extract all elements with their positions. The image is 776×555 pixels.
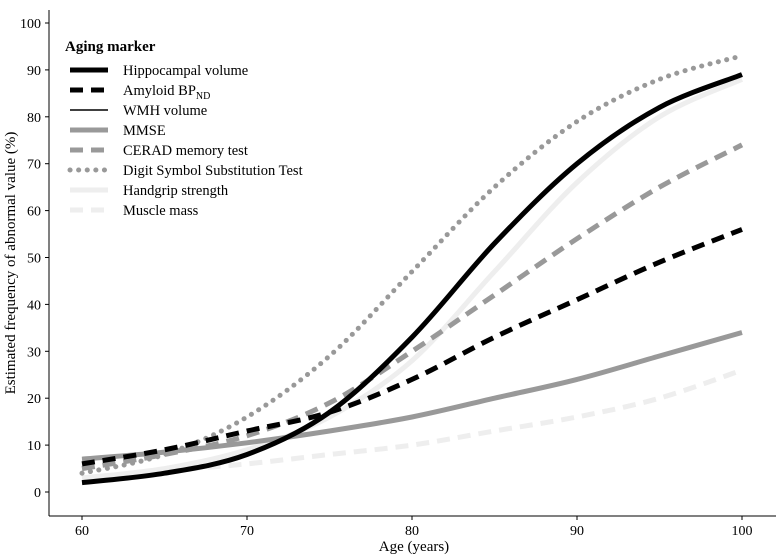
legend: Aging marker Hippocampal volume Amyloid B… <box>65 39 303 219</box>
series-line-digit-symbol-substitution-test <box>79 53 745 476</box>
series-line-mmse <box>81 330 743 462</box>
x-tick-label: 60 <box>75 524 89 539</box>
series-line-cerad-memory-test <box>81 142 744 472</box>
x-tick-label: 100 <box>732 524 753 539</box>
y-tick-label: 50 <box>27 252 41 267</box>
series-line-amyloid-bp <box>81 227 743 467</box>
y-tick-label: 20 <box>27 392 41 407</box>
legend-label: WMH volume <box>123 103 207 119</box>
x-tick-label: 90 <box>570 524 584 539</box>
series-line-wmh-volume <box>81 73 743 484</box>
legend-label: Digit Symbol Substitution Test <box>123 163 303 179</box>
y-axis-title: Estimated frequency of abnormal value (%… <box>3 132 19 395</box>
y-tick-label: 10 <box>27 439 41 454</box>
x-tick-label: 70 <box>240 524 254 539</box>
y-ticks: 0 10 20 30 40 50 60 70 80 90 100 <box>20 17 49 501</box>
y-tick-label: 40 <box>27 298 41 313</box>
x-ticks: 60 70 80 90 100 <box>75 516 753 539</box>
y-tick-label: 70 <box>27 158 41 173</box>
series-layer <box>79 53 745 486</box>
legend-label: Hippocampal volume <box>123 63 248 79</box>
x-axis-title: Age (years) <box>379 539 449 555</box>
y-tick-label: 60 <box>27 205 41 220</box>
series-line-handgrip-strength <box>81 77 744 481</box>
y-tick-label: 100 <box>20 17 41 32</box>
y-tick-label: 30 <box>27 345 41 360</box>
legend-label: Muscle mass <box>123 203 199 219</box>
y-tick-label: 0 <box>34 486 41 501</box>
legend-label: Amyloid BPND <box>123 83 210 102</box>
y-tick-label: 80 <box>27 111 41 126</box>
series-line-hippocampal-volume <box>81 72 743 486</box>
legend-label-subscript: ND <box>196 91 210 102</box>
legend-label: Handgrip strength <box>123 183 229 199</box>
series-line-muscle-mass <box>81 367 743 481</box>
legend-label: MMSE <box>123 123 166 139</box>
legend-label: CERAD memory test <box>123 143 248 159</box>
y-tick-label: 90 <box>27 64 41 79</box>
x-tick-label: 80 <box>405 524 419 539</box>
axes: 0 10 20 30 40 50 60 70 80 90 100 60 70 80 90 100 <box>20 10 776 539</box>
legend-title: Aging marker <box>65 39 156 55</box>
